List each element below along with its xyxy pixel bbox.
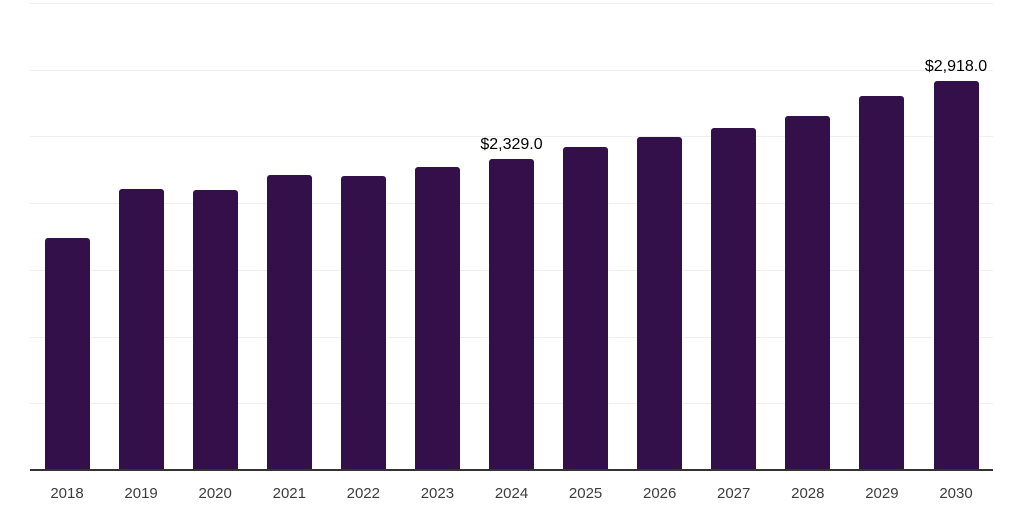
bar-2026[interactable] [637,137,683,470]
bar-2028[interactable] [785,115,831,470]
data-label-2024: $2,329.0 [480,136,543,154]
bar-2025[interactable] [563,147,609,470]
x-tick-label-2021: 2021 [272,485,306,502]
x-tick-label-2019: 2019 [124,485,158,502]
bar-2020[interactable] [192,189,238,470]
x-tick-label-2028: 2028 [791,485,825,502]
bar-2019[interactable] [118,188,164,470]
x-tick-label-2022: 2022 [346,485,380,502]
x-tick-label-2018: 2018 [50,485,84,502]
x-tick-label-2024: 2024 [494,485,529,502]
x-tick-label-2030: 2030 [939,485,973,502]
gridline [30,136,993,138]
bar-2023[interactable] [414,167,460,470]
gridline [30,69,993,71]
x-tick-label-2023: 2023 [420,485,455,502]
x-tick-label-2020: 2020 [198,485,232,502]
bar-2029[interactable] [859,95,905,470]
bar-2024[interactable] [489,159,534,470]
bar-2018[interactable] [44,237,90,470]
bar-2027[interactable] [711,127,757,470]
x-axis-line [30,469,993,471]
bar-2021[interactable] [266,175,312,470]
x-tick-label-2026: 2026 [643,485,677,502]
x-tick-label-2027: 2027 [717,485,751,502]
x-tick-label-2025: 2025 [568,485,603,502]
x-tick-label-2029: 2029 [865,485,899,502]
bar-2022[interactable] [340,176,386,470]
gridline [30,3,993,4]
bar-2030[interactable] [933,80,979,470]
data-label-2030: $2,918.0 [924,57,988,75]
